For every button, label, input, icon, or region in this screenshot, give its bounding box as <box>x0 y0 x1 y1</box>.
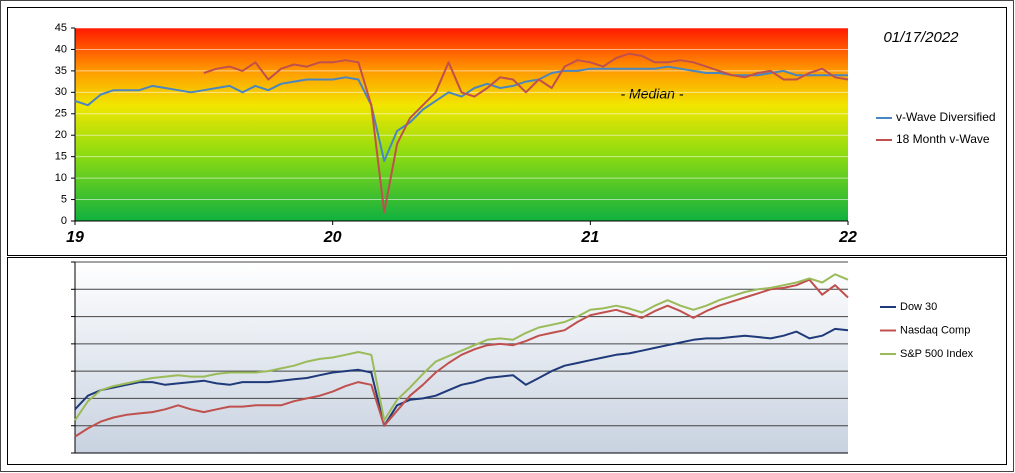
x-tick-label: 20 <box>323 229 342 246</box>
legend-label: Dow 30 <box>900 301 937 313</box>
x-tick-label: 22 <box>838 229 857 246</box>
bottom-plot-area <box>75 262 848 453</box>
y-tick-label: 30 <box>55 86 67 98</box>
y-tick-label: 0 <box>61 215 67 227</box>
series-line <box>74 327 849 427</box>
y-tick-label: 5 <box>61 193 67 205</box>
y-tick-label: 15 <box>55 151 67 163</box>
series-line <box>203 52 849 214</box>
y-tick-label: 40 <box>55 43 67 55</box>
legend-label: Nasdaq Comp <box>900 324 970 336</box>
x-tick-label: 19 <box>66 229 84 246</box>
y-tick-label: 35 <box>55 65 67 77</box>
y-tick-label: 25 <box>55 108 67 120</box>
top-plot-area <box>75 28 848 221</box>
legend-label: v-Wave Diversified <box>896 110 996 124</box>
series-line <box>74 273 849 422</box>
median-annotation: - Median - <box>620 86 683 102</box>
legend-label: 18 Month v-Wave <box>896 132 990 146</box>
series-line <box>74 65 848 162</box>
y-tick-label: 10 <box>55 172 67 184</box>
date-label: 01/17/2022 <box>883 29 959 46</box>
y-tick-label: 20 <box>55 129 67 141</box>
y-tick-label: 45 <box>55 22 67 34</box>
legend-label: S&P 500 Index <box>900 348 974 360</box>
x-tick-label: 21 <box>580 229 599 246</box>
series-line <box>74 278 849 438</box>
